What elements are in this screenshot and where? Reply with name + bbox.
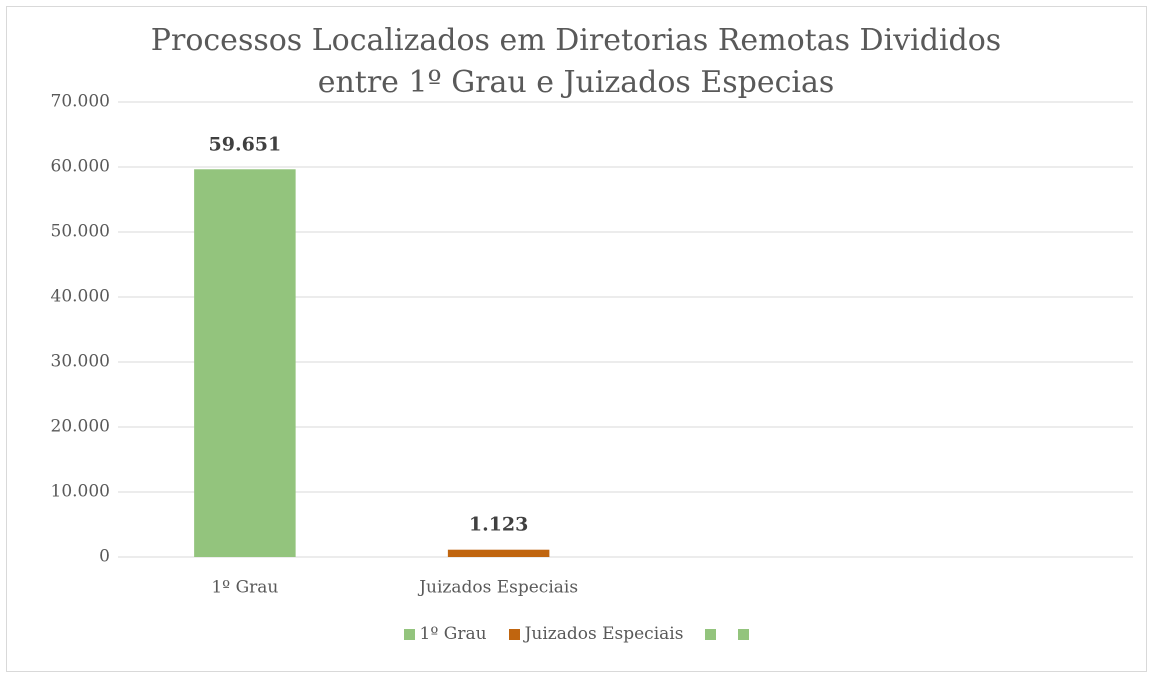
legend-swatch: [705, 628, 717, 640]
y-tick-label: 30.000: [51, 352, 110, 372]
y-tick-label: 50.000: [51, 222, 110, 242]
y-tick-label: 10.000: [51, 482, 110, 502]
y-tick-label: 0: [99, 547, 110, 567]
bar: [447, 549, 550, 557]
bar: [194, 169, 296, 557]
y-tick-label: 40.000: [51, 287, 110, 307]
legend-swatch: [403, 628, 415, 640]
legend-swatch: [508, 628, 520, 640]
y-tick-label: 60.000: [51, 157, 110, 177]
legend-item: [705, 624, 717, 644]
legend-item: Juizados Especiais: [508, 624, 684, 644]
x-tick-label: 1º Grau: [211, 578, 278, 598]
legend-label: 1º Grau: [419, 624, 487, 644]
legend-item: [738, 624, 750, 644]
data-label: 1.123: [469, 514, 529, 536]
legend-label: Juizados Especiais: [524, 624, 684, 644]
chart-border: [6, 6, 1147, 672]
legend-swatch: [738, 628, 750, 640]
legend: 1º Grau Juizados Especiais: [0, 624, 1153, 644]
legend-item: 1º Grau: [403, 624, 487, 644]
x-tick-label: Juizados Especiais: [417, 578, 578, 598]
data-label: 59.651: [209, 133, 282, 155]
y-tick-label: 20.000: [51, 417, 110, 437]
chart-title: Processos Localizados em Diretorias Remo…: [150, 23, 1002, 100]
y-tick-label: 70.000: [51, 92, 110, 112]
